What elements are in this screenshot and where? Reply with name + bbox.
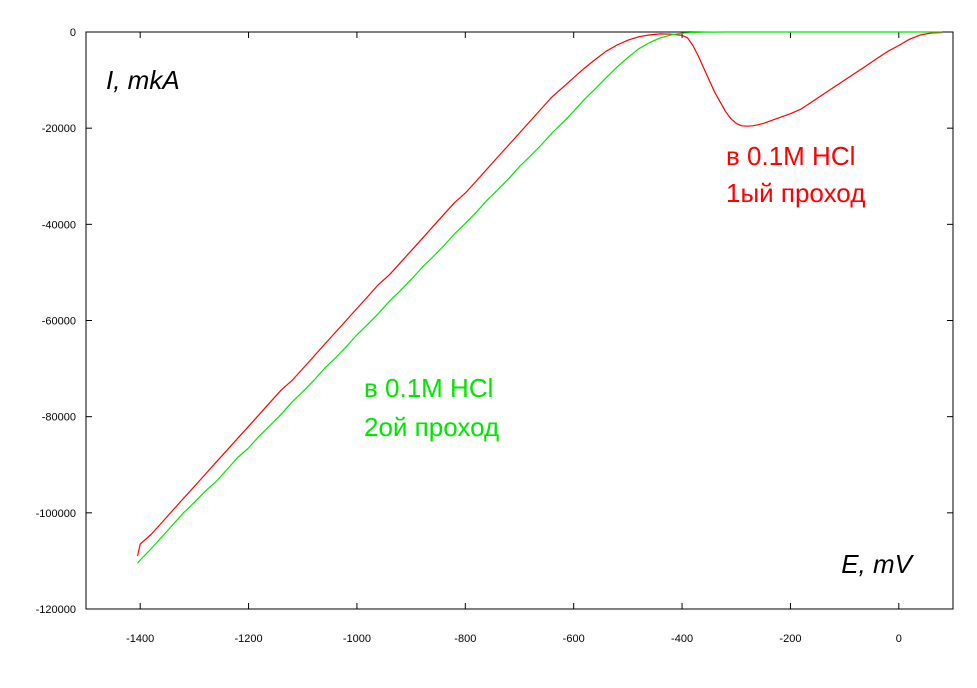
y-tick-label: -120000 bbox=[36, 604, 76, 616]
x-tick-label: -400 bbox=[671, 633, 693, 645]
plot-frame bbox=[85, 31, 954, 610]
annotation-green-line-1: в 0.1M HCl bbox=[364, 373, 493, 403]
x-tick-label: -1200 bbox=[234, 633, 262, 645]
y-tick-label: -100000 bbox=[36, 508, 76, 520]
series-line-red bbox=[136, 31, 943, 557]
x-tick-label: 0 bbox=[896, 633, 902, 645]
annotation-green-line-2: 2ой проход bbox=[364, 412, 499, 442]
y-axis-label: I, mkA bbox=[106, 65, 180, 95]
y-tick-label: 0 bbox=[70, 27, 76, 39]
x-axis-ticks: -1400 -1200 -1000 -800 -600 -400 -200 0 bbox=[126, 32, 902, 645]
x-tick-label: -1000 bbox=[343, 633, 371, 645]
series-group bbox=[136, 31, 943, 564]
series-line-green bbox=[137, 31, 943, 564]
y-tick-label: -80000 bbox=[42, 412, 76, 424]
x-tick-label: -600 bbox=[563, 633, 585, 645]
annotation-red-line-2: 1ый проход bbox=[726, 178, 865, 208]
y-tick-label: -20000 bbox=[42, 123, 76, 135]
x-tick-label: -800 bbox=[454, 633, 476, 645]
x-tick-label: -1400 bbox=[126, 633, 154, 645]
y-tick-label: -40000 bbox=[42, 219, 76, 231]
annotation-red-line-1: в 0.1M HCl bbox=[726, 141, 855, 171]
y-tick-label: -60000 bbox=[42, 316, 76, 328]
x-tick-label: -200 bbox=[779, 633, 801, 645]
x-axis-label: E, mV bbox=[841, 549, 914, 579]
y-axis-ticks: 0 -20000 -40000 -60000 -80000 -100000 -120000 bbox=[36, 27, 953, 616]
